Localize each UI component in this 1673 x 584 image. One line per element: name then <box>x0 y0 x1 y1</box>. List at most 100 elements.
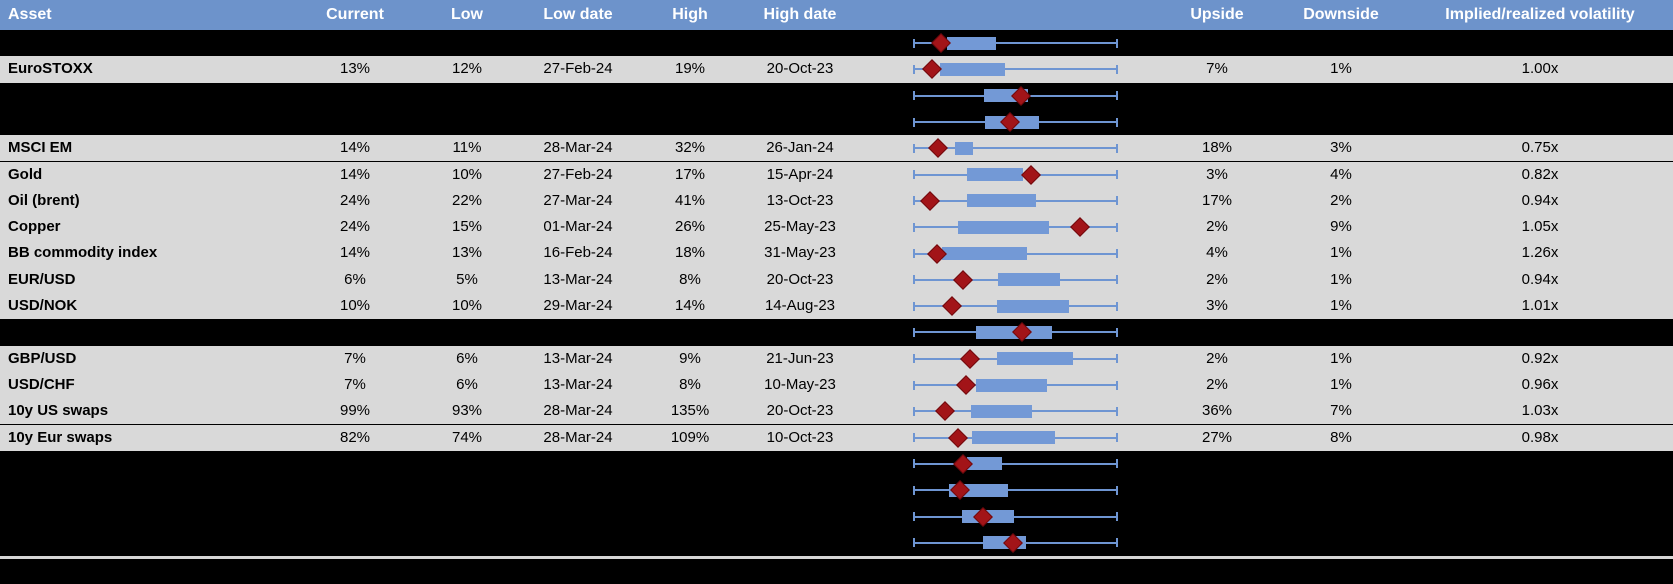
range-boxplot <box>913 109 1118 135</box>
asset-cell: 10y Eur swaps <box>8 428 113 446</box>
current-level-marker <box>922 59 942 80</box>
range-boxplot <box>913 477 1118 503</box>
whisker-cap-left <box>913 433 915 443</box>
whisker-line <box>913 462 1118 465</box>
low-cell: 22% <box>451 191 483 209</box>
whisker-cap-right <box>1116 143 1118 153</box>
separator-row <box>0 477 1673 504</box>
high-cell: 109% <box>670 428 710 446</box>
separator-row <box>0 503 1673 530</box>
high_date-cell: 10-May-23 <box>764 375 836 393</box>
high_date-cell: 13-Oct-23 <box>766 191 834 209</box>
iqr-box <box>941 247 1027 261</box>
upside-cell: 2% <box>1206 375 1228 393</box>
current-level-marker <box>928 138 948 159</box>
low-cell: 11% <box>452 139 482 157</box>
downside-cell: 1% <box>1330 270 1352 288</box>
asset-cell: GBP/USD <box>8 349 77 367</box>
asset-cell: MSCI EM <box>8 139 73 157</box>
current-cell: 14% <box>339 165 371 183</box>
implied-cell: 1.01x <box>1521 297 1559 314</box>
low-cell: 6% <box>456 375 478 393</box>
high-cell: 17% <box>674 165 706 183</box>
current-level-marker <box>935 401 955 422</box>
implied-cell: 1.03x <box>1521 402 1559 420</box>
current-level-marker <box>920 191 940 211</box>
high-cell: 8% <box>679 270 701 288</box>
current-level-marker <box>1021 164 1041 185</box>
downside-cell: 1% <box>1330 375 1352 393</box>
current-level-marker <box>960 348 980 369</box>
separator-row <box>0 529 1673 556</box>
whisker-cap-left <box>913 117 915 127</box>
whisker-line <box>913 42 1118 45</box>
table-row: GBP/USD 7% 6% 13-Mar-24 9% 21-Jun-23 2% 1% 0.92x <box>0 345 1673 372</box>
separator-row <box>0 450 1673 478</box>
whisker-cap-left <box>913 406 915 416</box>
high_date-cell: 15-Apr-24 <box>766 165 834 183</box>
whisker-cap-left <box>913 249 915 259</box>
separator-row <box>0 30 1673 57</box>
table-row: MSCI EM 14% 11% 28-Mar-24 32% 26-Jan-24 18% 3% 0… <box>0 135 1673 162</box>
high-cell: 8% <box>679 375 701 393</box>
iqr-box <box>997 299 1069 313</box>
whisker-cap-left <box>913 354 915 364</box>
current-cell: 82% <box>339 428 371 446</box>
iqr-box <box>947 36 996 50</box>
table-row: BB commodity index 14% 13% 16-Feb-24 18% 31-M… <box>0 240 1673 267</box>
implied-cell: 0.82x <box>1521 165 1559 183</box>
current-cell: 7% <box>344 349 366 367</box>
column-header-high: High <box>672 6 708 23</box>
table-row: 10y Eur swaps 82% 74% 28-Mar-24 109% 10-Oct-2… <box>0 424 1673 451</box>
low_date-cell: 27-Feb-24 <box>543 165 613 183</box>
table-row: Gold 14% 10% 27-Feb-24 17% 15-Apr-24 3% 4% 0.82x <box>0 161 1673 188</box>
downside-cell: 1% <box>1330 60 1352 78</box>
whisker-cap-right <box>1116 170 1118 180</box>
upside-cell: 18% <box>1201 139 1233 157</box>
header-row: Asset Current Low Low date High High date Upsi… <box>0 0 1673 30</box>
range-boxplot <box>913 214 1118 240</box>
whisker-line <box>913 147 1118 150</box>
range-boxplot <box>913 188 1118 214</box>
whisker-cap-left <box>913 327 915 337</box>
range-boxplot <box>913 319 1118 345</box>
column-header-downside: Downside <box>1303 6 1379 23</box>
high-cell: 41% <box>674 191 706 209</box>
whisker-cap-right <box>1116 485 1118 495</box>
whisker-cap-left <box>913 143 915 153</box>
whisker-cap-right <box>1116 64 1118 74</box>
low_date-cell: 01-Mar-24 <box>543 218 613 236</box>
whisker-cap-right <box>1116 222 1118 232</box>
implied-cell: 0.96x <box>1521 375 1559 393</box>
iqr-box <box>966 194 1036 208</box>
range-boxplot <box>913 30 1118 56</box>
iqr-box <box>998 273 1060 287</box>
downside-cell: 1% <box>1330 297 1352 314</box>
upside-cell: 2% <box>1206 349 1228 367</box>
high-cell: 135% <box>670 402 710 420</box>
high-cell: 26% <box>674 218 706 236</box>
low-cell: 10% <box>451 165 483 183</box>
whisker-line <box>913 68 1118 71</box>
downside-cell: 8% <box>1330 428 1352 446</box>
downside-cell: 2% <box>1330 191 1352 209</box>
whisker-cap-right <box>1116 196 1118 206</box>
high_date-cell: 20-Oct-23 <box>766 60 834 78</box>
upside-cell: 2% <box>1206 218 1228 236</box>
low_date-cell: 13-Mar-24 <box>543 270 613 288</box>
iqr-box <box>955 141 974 155</box>
asset-cell: Oil (brent) <box>8 191 80 209</box>
column-header-implied: Implied/realized volatility <box>1445 6 1635 23</box>
column-header-current: Current <box>326 6 384 23</box>
whisker-cap-left <box>913 485 915 495</box>
low-cell: 10% <box>451 297 483 314</box>
whisker-cap-left <box>913 38 915 48</box>
range-boxplot <box>913 83 1118 109</box>
whisker-cap-left <box>913 512 915 522</box>
downside-cell: 4% <box>1330 165 1352 183</box>
low-cell: 13% <box>451 244 483 262</box>
asset-cell: Copper <box>8 218 61 236</box>
column-header-upside: Upside <box>1190 6 1244 23</box>
high-cell: 14% <box>674 297 706 314</box>
